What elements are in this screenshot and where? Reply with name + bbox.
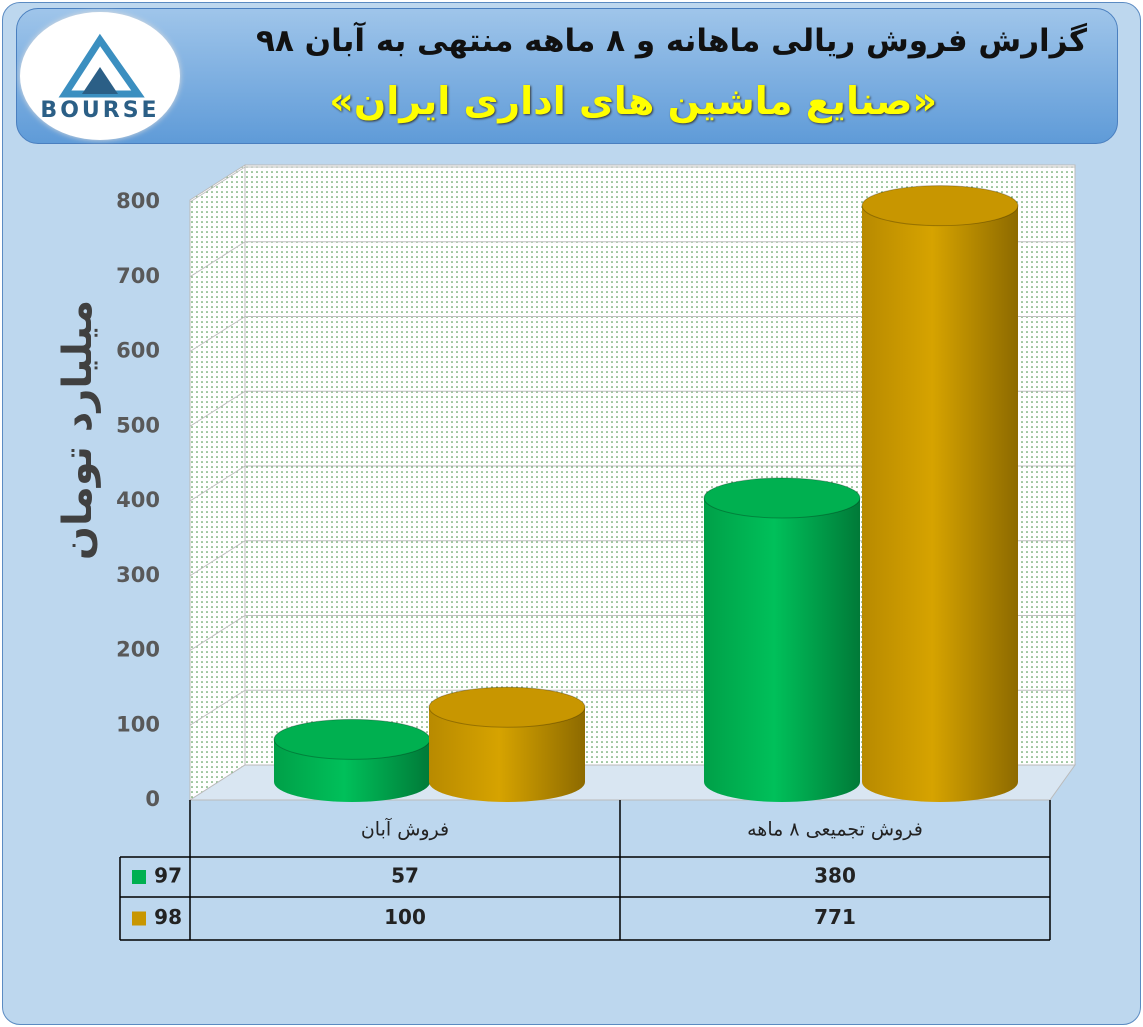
x-tick-label: فروش آبان xyxy=(361,817,449,841)
logo: BOURSE xyxy=(20,12,180,140)
grid-line xyxy=(189,166,246,203)
logo-text: BOURSE xyxy=(40,98,160,123)
grid-line xyxy=(189,540,246,577)
chart-title: گزارش فروش ریالی ماهانه و ۸ ماهه منتهی ب… xyxy=(256,23,1087,59)
bar-top xyxy=(861,185,1019,227)
legend-label: 98 xyxy=(154,905,182,929)
grid-line xyxy=(189,465,246,502)
y-axis-label: میلیارد تومان xyxy=(55,300,101,560)
legend-swatch xyxy=(132,870,146,884)
grid-line xyxy=(189,316,246,352)
grid-line xyxy=(189,689,246,726)
bar xyxy=(704,497,860,802)
logo-mark xyxy=(58,33,145,98)
chart-subtitle: «صنایع ماشین های اداری ایران» xyxy=(329,79,937,123)
grid-line xyxy=(189,615,246,651)
x-tick-label: فروش تجمیعی ۸ ماهه xyxy=(747,819,923,841)
y-tick-label: 700 xyxy=(116,264,160,288)
bar-top xyxy=(703,477,861,519)
grid-line xyxy=(189,390,246,427)
y-tick-label: 0 xyxy=(145,787,160,811)
data-label: 380 xyxy=(814,864,856,888)
bar xyxy=(429,707,585,802)
data-label: 57 xyxy=(391,864,419,888)
y-tick-label: 300 xyxy=(116,563,160,587)
bar xyxy=(862,205,1018,803)
bar-top xyxy=(273,718,431,760)
y-tick-label: 100 xyxy=(116,712,160,736)
y-tick-label: 600 xyxy=(116,339,160,363)
bar-top xyxy=(428,686,586,728)
y-tick-label: 800 xyxy=(116,189,160,213)
legend-swatch xyxy=(132,911,146,926)
side-wall xyxy=(189,164,246,801)
data-label: 771 xyxy=(814,905,856,929)
data-label: 100 xyxy=(384,905,426,929)
header: گزارش فروش ریالی ماهانه و ۸ ماهه منتهی ب… xyxy=(16,8,1118,144)
y-tick-label: 500 xyxy=(116,413,160,437)
legend-label: 97 xyxy=(154,864,182,888)
y-tick-label: 400 xyxy=(116,488,160,512)
grid-line xyxy=(189,241,246,278)
y-tick-label: 200 xyxy=(116,638,160,662)
